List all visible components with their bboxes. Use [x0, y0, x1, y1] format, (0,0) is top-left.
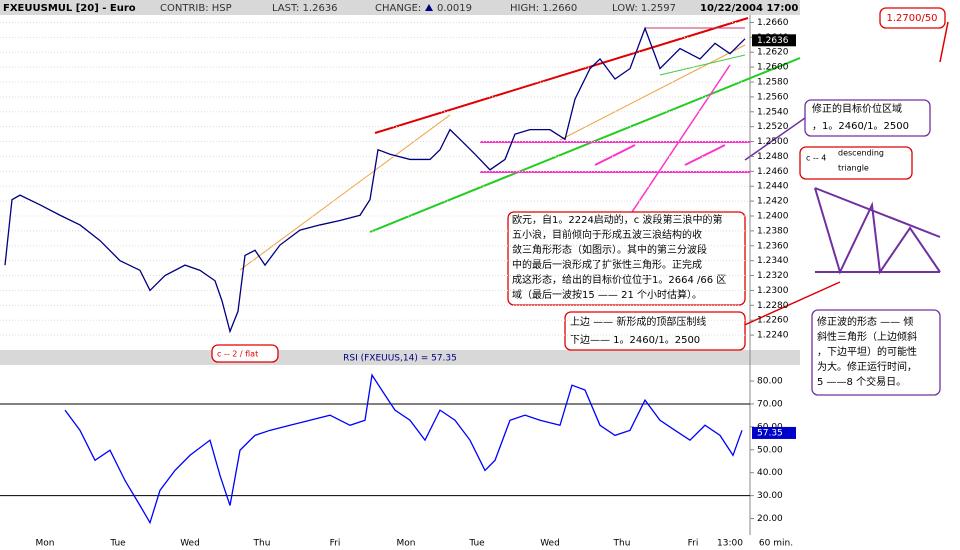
- y-tick-label: 1.2540: [757, 107, 789, 117]
- y-tick-label: 1.2520: [757, 122, 789, 132]
- upper-channel: [374, 17, 749, 134]
- annotation-text: 成这形态，给出的目标价位位于1。2664 /66 区: [512, 273, 726, 286]
- y-tick-label: 70.00: [757, 399, 783, 409]
- y-tick-label: 80.00: [757, 377, 783, 387]
- annotation-text: 中的最后一浪形成了扩张性三角形。正完成: [512, 258, 702, 271]
- high: HIGH: 1.2660: [510, 3, 577, 14]
- annotation-text: c -- 4: [806, 154, 826, 163]
- y-tick-label: 1.2280: [757, 301, 789, 311]
- current-marker: [752, 426, 796, 439]
- current-label: 57.35: [757, 428, 783, 438]
- zone-hatch: [684, 144, 726, 166]
- diagram-top: [814, 187, 941, 238]
- pointer: [744, 117, 806, 161]
- annotation-box: [811, 309, 941, 396]
- annotation-text: 敛三角形形态（如图示）。其中的第三分波段: [512, 243, 707, 256]
- annotation-text: c -- 2 / flat: [217, 350, 258, 359]
- y-tick-label: 20.00: [757, 514, 783, 524]
- x-tick-label: Wed: [540, 539, 560, 549]
- annotation-text: 斜性三角形（上边倾斜: [817, 330, 917, 343]
- x-tick-label: Thu: [253, 539, 271, 549]
- annotation-box: [211, 344, 279, 363]
- pointer: [939, 21, 949, 63]
- x-tick-label: Tue: [109, 539, 126, 549]
- last: LAST: 1.2636: [272, 3, 338, 14]
- x-tick-label: Fri: [688, 539, 699, 549]
- annotation-text: 为大。修正运行时间，: [817, 360, 917, 373]
- symbol: FXEUUSMUL [20] - Euro: [3, 3, 136, 14]
- y-tick-label: 1.2620: [757, 48, 789, 58]
- y-tick-label: 1.2580: [757, 78, 789, 88]
- zone-hatch: [594, 144, 636, 166]
- y-tick-label: 1.2400: [757, 212, 789, 222]
- annotation-text: descending: [838, 149, 884, 158]
- y-tick-label: 1.2340: [757, 256, 789, 266]
- annotation-box: [799, 146, 913, 180]
- annotation-text: ，1。2460/1。2500: [812, 121, 909, 132]
- y-tick-label: 1.2560: [757, 92, 789, 102]
- change: 0.0019: [437, 3, 472, 14]
- y-tick-label: 50.00: [757, 445, 783, 455]
- x-axis-label: 60 min.: [759, 539, 793, 549]
- annotations: 1.2700/50 修正的目标价位区域 ，1。2460/1。2500 c -- 4 de…: [211, 7, 946, 396]
- annotation-box: [804, 99, 931, 137]
- y-tick-label: 1.2320: [757, 271, 789, 281]
- annotation-text: 上边 —— 新形成的顶部压制线: [570, 315, 706, 328]
- annotation-box: [564, 311, 746, 351]
- orange-line: [559, 44, 746, 141]
- y-tick-label: 1.2440: [757, 182, 789, 192]
- triangle-bottom: [659, 54, 746, 76]
- x-tick-label: Mon: [397, 539, 416, 549]
- annotation-text: 域（最后一波按15 —— 21 个小时估算）。: [512, 288, 702, 301]
- annotation-box: [507, 211, 746, 306]
- y-tick-label: 1.2380: [757, 226, 789, 236]
- y-tick-label: 1.2260: [757, 316, 789, 326]
- x-tick-label: Thu: [613, 539, 631, 549]
- annotation-text: 5 ——8 个交易日。: [817, 375, 906, 388]
- y-tick-label: 1.2660: [757, 18, 789, 28]
- y-tick-label: 30.00: [757, 491, 783, 501]
- pointer: [629, 64, 731, 216]
- annotation-text: 1.2700/50: [886, 13, 937, 24]
- data-line: [4, 26, 746, 334]
- diagram-waves: [814, 187, 941, 275]
- lower-channel: [369, 57, 801, 233]
- change-label: CHANGE:: [375, 3, 421, 14]
- current-marker: [752, 34, 796, 47]
- y-tick-label: 1.2240: [757, 331, 789, 341]
- y-tick-label: 1.2420: [757, 197, 789, 207]
- annotation-text: 修正波的形态 —— 倾: [817, 315, 913, 328]
- x-tick-label: Mon: [36, 539, 55, 549]
- low: LOW: 1.2597: [612, 3, 676, 14]
- header-bar: [0, 0, 800, 15]
- up-arrow: [425, 4, 433, 11]
- x-tick-label: Tue: [468, 539, 485, 549]
- y-tick-label: 1.2500: [757, 137, 789, 147]
- annotation-text: triangle: [838, 164, 869, 173]
- annotation-text: 五小浪，目前倾向于形成五波三浪结构的收: [512, 228, 702, 241]
- data-line: [64, 373, 743, 525]
- datetime: 10/22/2004 17:00: [700, 3, 798, 14]
- annotation-text: 下边—— 1。2460/1。2500: [570, 334, 700, 346]
- chart-title: RSI (FXEUUS,14) = 57.35: [343, 354, 457, 364]
- y-tick-label: 40.00: [757, 468, 783, 478]
- rsi-bar: [0, 350, 800, 365]
- y-tick-label: 1.2600: [757, 63, 789, 73]
- annotation-text: 修正的目标价位区域: [812, 102, 902, 115]
- annotation-box: [879, 7, 946, 29]
- y-tick-label: 1.2460: [757, 167, 789, 177]
- y-tick-label: 1.2480: [757, 152, 789, 162]
- x-tick-label: Fri: [330, 539, 341, 549]
- contrib: CONTRIB: HSP: [160, 3, 232, 14]
- current-label: 1.2636: [757, 36, 789, 46]
- x-tick-label: Wed: [180, 539, 200, 549]
- annotation-text: 欧元，自1。2224启动的，c 波段第三浪中的第: [512, 213, 723, 226]
- orange-line: [239, 114, 451, 271]
- x-tick-label: 13:00: [717, 539, 743, 549]
- y-tick-label: 1.2300: [757, 286, 789, 296]
- y-tick-label: 1.2360: [757, 241, 789, 251]
- annotation-text: ，下边平坦）的可能性: [817, 345, 917, 358]
